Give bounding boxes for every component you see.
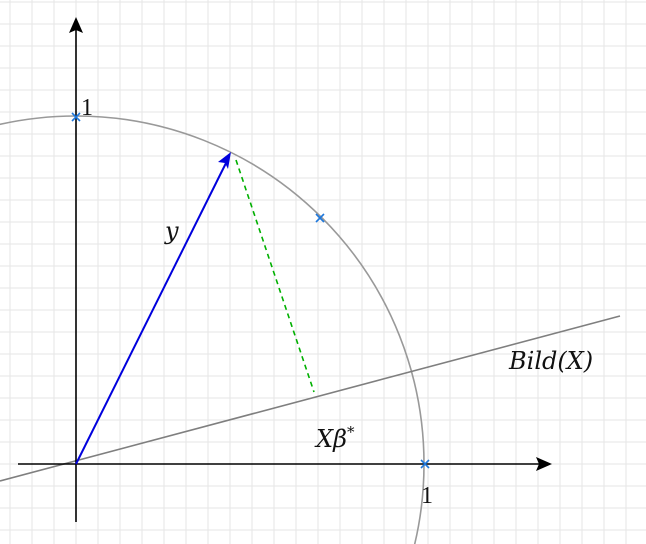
projection-superscript: * (347, 423, 355, 441)
vector-y-line (75, 162, 227, 465)
image-space-argument: (X) (557, 347, 593, 375)
image-space-label: Bild(X) (508, 347, 593, 375)
point-marker-y-axis-icon (71, 112, 81, 122)
x-axis-arrowhead-icon (536, 457, 552, 471)
projection-name: Xβ (314, 425, 347, 453)
image-space-name: Bild (508, 347, 557, 375)
projection-label: Xβ* (314, 423, 355, 453)
perpendicular-dashed-line (235, 159, 315, 393)
x-axis-one-label: 1 (421, 483, 433, 509)
vector-y-label: y (164, 217, 179, 245)
image-space-line (0, 315, 621, 482)
vector-y-arrowhead-icon (218, 152, 231, 169)
point-marker-circle-icon (315, 213, 325, 223)
y-axis-arrowhead-icon (69, 17, 83, 33)
point-marker-x-axis-icon (420, 459, 430, 469)
unit-circle (0, 115, 425, 544)
y-axis-one-label: 1 (81, 95, 93, 121)
